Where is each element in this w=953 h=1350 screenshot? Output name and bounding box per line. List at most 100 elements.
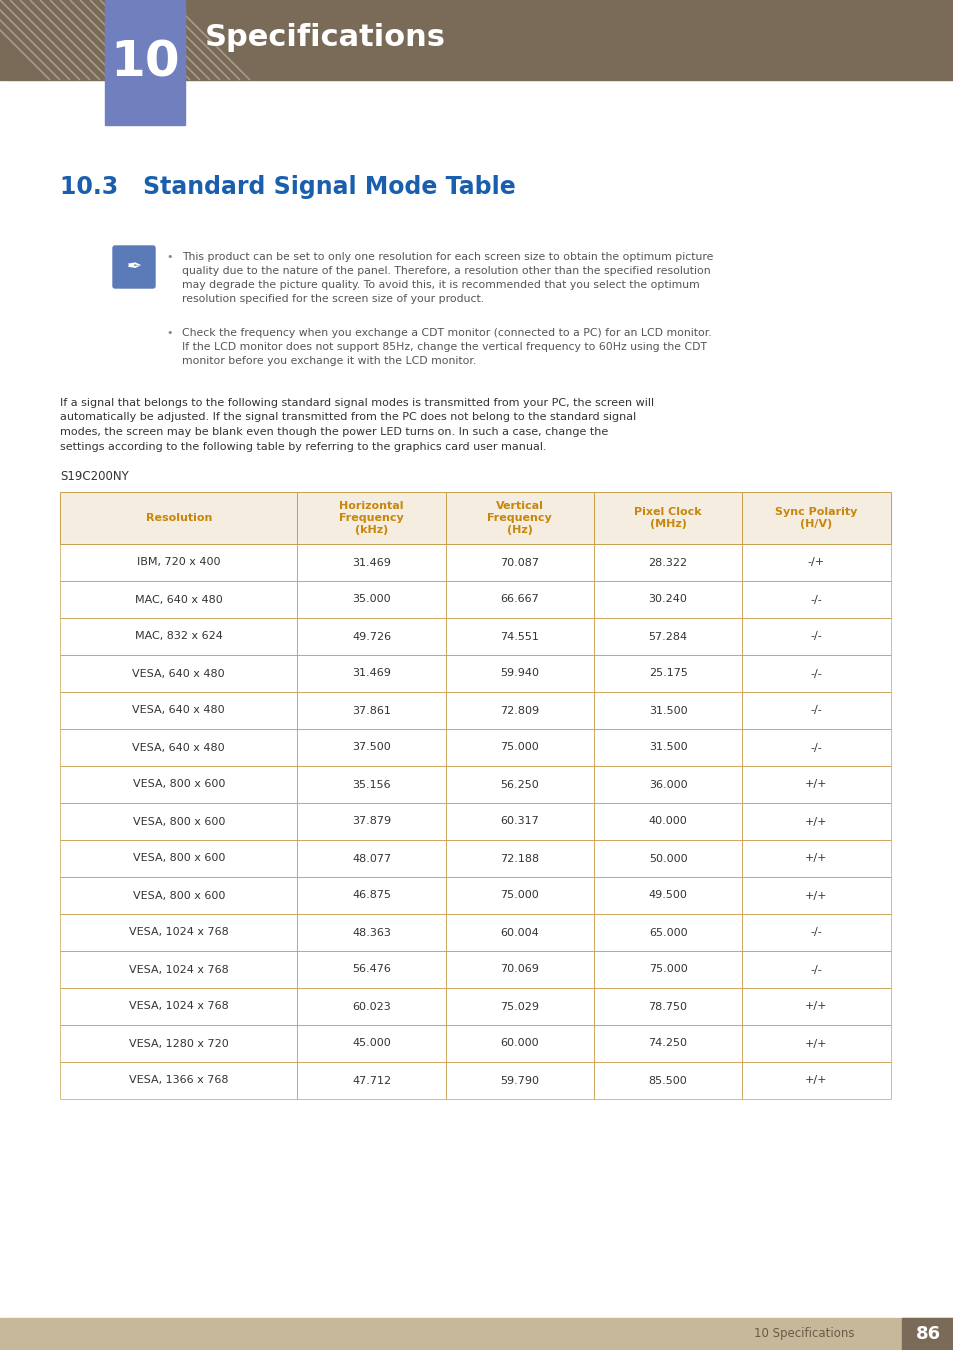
Bar <box>445 803 594 840</box>
Bar <box>297 491 445 544</box>
Bar <box>297 765 445 803</box>
Text: +/+: +/+ <box>804 891 827 900</box>
Bar <box>60 655 297 693</box>
Bar <box>594 729 741 765</box>
Bar <box>594 765 741 803</box>
Text: 65.000: 65.000 <box>648 927 687 937</box>
Bar <box>297 544 445 580</box>
Bar <box>297 950 445 988</box>
Bar <box>297 544 445 580</box>
Text: MAC, 832 x 624: MAC, 832 x 624 <box>134 632 222 641</box>
Bar <box>297 803 445 840</box>
Bar <box>594 1025 741 1062</box>
Text: monitor before you exchange it with the LCD monitor.: monitor before you exchange it with the … <box>182 356 476 366</box>
Text: 57.284: 57.284 <box>648 632 687 641</box>
Text: Check the frequency when you exchange a CDT monitor (connected to a PC) for an L: Check the frequency when you exchange a … <box>182 328 711 338</box>
Bar <box>594 803 741 840</box>
Bar <box>445 618 594 655</box>
Bar <box>594 693 741 729</box>
Bar <box>60 988 297 1025</box>
Bar <box>297 914 445 950</box>
Bar <box>741 580 889 618</box>
Text: 10.3   Standard Signal Mode Table: 10.3 Standard Signal Mode Table <box>60 176 516 198</box>
Text: 49.500: 49.500 <box>648 891 687 900</box>
Bar <box>297 765 445 803</box>
Bar <box>297 1062 445 1099</box>
Bar <box>741 693 889 729</box>
Bar <box>445 1062 594 1099</box>
Text: -/-: -/- <box>810 964 821 975</box>
Bar <box>594 950 741 988</box>
Text: 59.790: 59.790 <box>499 1076 538 1085</box>
Text: IBM, 720 x 400: IBM, 720 x 400 <box>137 558 220 567</box>
Text: This product can be set to only one resolution for each screen size to obtain th: This product can be set to only one reso… <box>182 252 713 262</box>
Bar <box>445 655 594 693</box>
Text: 31.500: 31.500 <box>648 743 687 752</box>
Bar <box>297 693 445 729</box>
Bar <box>741 803 889 840</box>
Bar <box>60 803 297 840</box>
Bar <box>594 544 741 580</box>
Text: 56.250: 56.250 <box>500 779 538 790</box>
Text: Vertical
Frequency
(Hz): Vertical Frequency (Hz) <box>487 501 552 535</box>
Bar <box>445 491 594 544</box>
Bar <box>741 1062 889 1099</box>
Bar <box>60 988 297 1025</box>
Bar <box>741 840 889 878</box>
Bar <box>594 618 741 655</box>
Text: Pixel Clock
(MHz): Pixel Clock (MHz) <box>634 508 701 529</box>
Text: modes, the screen may be blank even though the power LED turns on. In such a cas: modes, the screen may be blank even thou… <box>60 427 608 437</box>
FancyBboxPatch shape <box>112 246 154 288</box>
Text: settings according to the following table by referring to the graphics card user: settings according to the following tabl… <box>60 441 546 451</box>
Bar <box>297 914 445 950</box>
Text: VESA, 640 x 480: VESA, 640 x 480 <box>132 706 225 716</box>
Text: If the LCD monitor does not support 85Hz, change the vertical frequency to 60Hz : If the LCD monitor does not support 85Hz… <box>182 342 706 352</box>
Bar <box>594 878 741 914</box>
Bar <box>297 878 445 914</box>
Text: 50.000: 50.000 <box>648 853 687 864</box>
Bar <box>741 803 889 840</box>
Bar <box>60 729 297 765</box>
Bar <box>105 0 185 126</box>
Bar <box>594 544 741 580</box>
Bar <box>445 765 594 803</box>
Bar <box>60 618 297 655</box>
Text: 74.250: 74.250 <box>648 1038 687 1049</box>
Bar <box>741 618 889 655</box>
Text: 31.469: 31.469 <box>352 668 391 679</box>
Bar <box>297 618 445 655</box>
Bar <box>60 914 297 950</box>
Text: -/-: -/- <box>810 743 821 752</box>
Bar <box>445 580 594 618</box>
Text: 72.188: 72.188 <box>499 853 538 864</box>
Bar <box>60 840 297 878</box>
Text: 60.004: 60.004 <box>500 927 538 937</box>
Bar <box>297 840 445 878</box>
Text: 72.809: 72.809 <box>499 706 538 716</box>
Text: 25.175: 25.175 <box>648 668 687 679</box>
Bar <box>594 729 741 765</box>
Text: 47.712: 47.712 <box>352 1076 391 1085</box>
Text: If a signal that belongs to the following standard signal modes is transmitted f: If a signal that belongs to the followin… <box>60 398 654 408</box>
Bar <box>594 914 741 950</box>
Bar <box>445 950 594 988</box>
Bar <box>594 988 741 1025</box>
Bar <box>297 729 445 765</box>
Bar <box>741 729 889 765</box>
Bar <box>297 950 445 988</box>
Bar <box>445 878 594 914</box>
Text: -/-: -/- <box>810 594 821 605</box>
Text: 48.077: 48.077 <box>352 853 391 864</box>
Text: 10: 10 <box>111 39 179 86</box>
Bar <box>594 950 741 988</box>
Bar <box>741 544 889 580</box>
Bar <box>741 655 889 693</box>
Text: 31.500: 31.500 <box>648 706 687 716</box>
Bar <box>445 618 594 655</box>
Bar <box>297 1025 445 1062</box>
Bar <box>445 988 594 1025</box>
Text: •: • <box>167 328 173 338</box>
Text: 75.000: 75.000 <box>500 891 538 900</box>
Bar <box>741 914 889 950</box>
Bar <box>594 914 741 950</box>
